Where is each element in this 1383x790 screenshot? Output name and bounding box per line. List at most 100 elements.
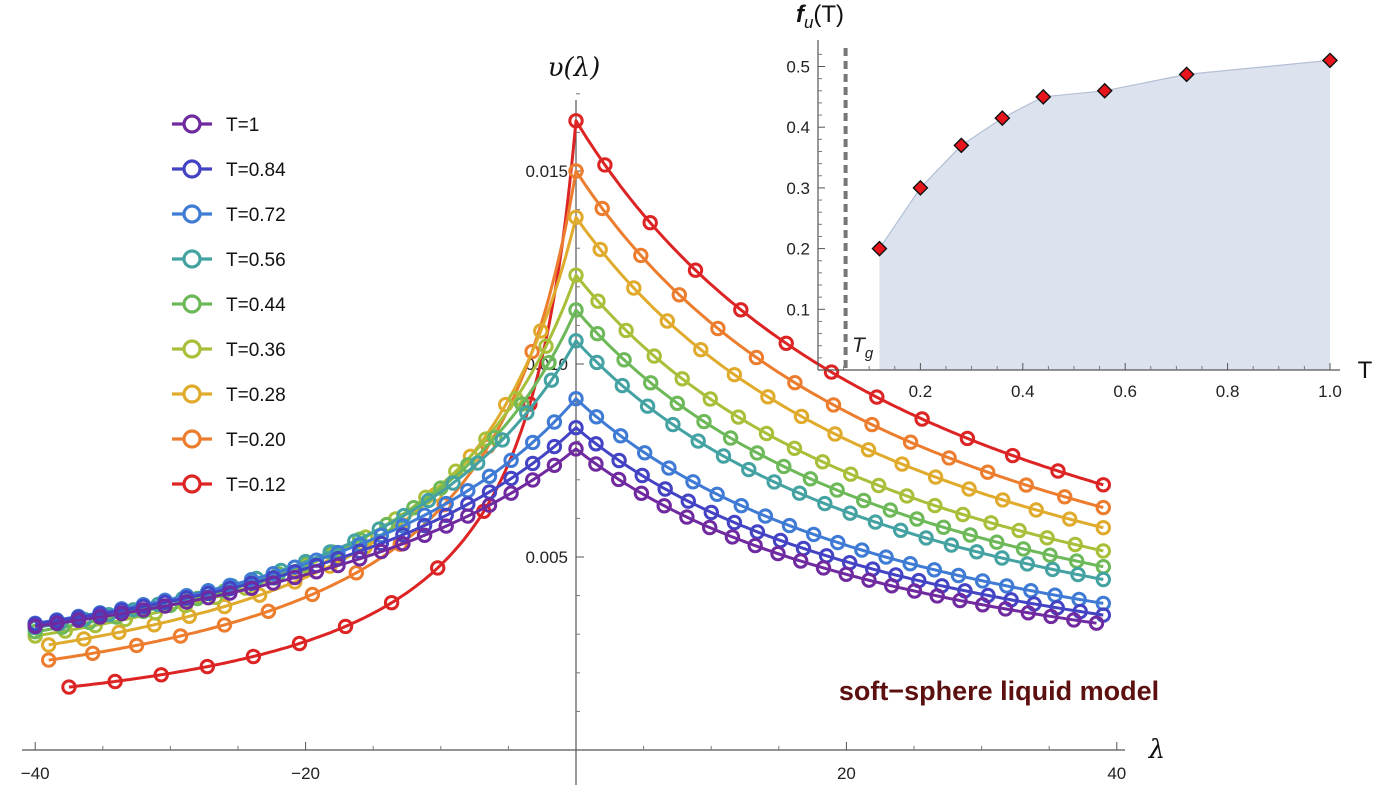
data-point xyxy=(995,492,1011,508)
legend-item: T=0.84 xyxy=(172,159,286,181)
data-point xyxy=(27,618,43,635)
data-point xyxy=(693,342,709,358)
data-point xyxy=(871,477,887,494)
legend-swatch-marker xyxy=(182,114,202,134)
data-point xyxy=(291,635,308,652)
data-point xyxy=(926,562,942,578)
data-point xyxy=(445,475,461,491)
data-point xyxy=(114,605,130,622)
data-point xyxy=(460,508,476,524)
data-point xyxy=(893,522,909,538)
data-point xyxy=(1020,605,1037,621)
data-point xyxy=(983,515,999,531)
inset-area xyxy=(879,60,1330,371)
data-point xyxy=(568,267,584,283)
data-point xyxy=(470,455,486,471)
data-point xyxy=(304,586,321,603)
data-point xyxy=(588,409,605,425)
data-point xyxy=(758,425,775,442)
legend-swatch-marker xyxy=(182,339,202,359)
data-point xyxy=(781,517,798,534)
data-point xyxy=(747,537,763,554)
data-point xyxy=(395,527,411,543)
data-point xyxy=(685,474,701,490)
data-point xyxy=(588,436,604,452)
data-point xyxy=(348,565,364,581)
data-point xyxy=(1050,463,1066,479)
data-point xyxy=(616,352,632,368)
x-tick-label: −40 xyxy=(21,764,50,783)
inset-y-axis-title-sub: u xyxy=(804,13,814,32)
data-point xyxy=(1095,543,1112,559)
data-point xyxy=(337,618,354,635)
data-point xyxy=(943,537,960,553)
data-point xyxy=(41,637,57,653)
data-point xyxy=(216,598,233,615)
data-point xyxy=(802,471,819,487)
data-point xyxy=(980,464,996,480)
inset-area-edge xyxy=(878,59,1331,249)
data-point xyxy=(1067,536,1083,553)
data-point xyxy=(882,502,898,518)
inset-y-tick-label: 0.4 xyxy=(786,118,810,137)
data-point xyxy=(760,389,776,405)
legend-swatch-marker xyxy=(182,249,202,269)
series-T=1 xyxy=(27,441,1105,635)
legend-label: T=0.56 xyxy=(226,250,286,271)
data-point xyxy=(961,481,977,497)
data-point xyxy=(111,624,127,640)
data-point xyxy=(373,527,389,544)
data-point xyxy=(659,313,675,329)
data-point xyxy=(590,293,606,309)
main-x-axis-title: λ xyxy=(1148,735,1165,765)
inset-y-tick-label: 0.3 xyxy=(786,179,810,198)
data-point xyxy=(806,526,822,543)
inset-points xyxy=(871,52,1338,257)
data-point xyxy=(709,486,725,502)
legend-label: T=0.44 xyxy=(226,295,286,316)
inset-area-fill xyxy=(878,59,1331,371)
legend-label: T=0.72 xyxy=(226,205,286,226)
series-line xyxy=(48,169,1104,662)
inset-x-tick-label: 0.4 xyxy=(1011,382,1035,401)
data-point xyxy=(674,371,690,387)
data-point xyxy=(909,511,925,527)
data-point xyxy=(842,505,858,521)
data-point xyxy=(481,497,498,513)
data-point xyxy=(757,508,774,524)
data-point xyxy=(722,430,739,446)
data-point xyxy=(503,470,519,487)
data-point xyxy=(817,495,833,512)
data-point xyxy=(633,247,649,264)
data-point xyxy=(107,673,123,690)
data-point xyxy=(438,518,454,534)
data-point xyxy=(935,519,952,535)
legend-label: T=0.12 xyxy=(226,475,286,496)
data-point xyxy=(680,493,696,509)
data-point xyxy=(791,485,808,501)
data-point xyxy=(856,492,872,509)
inset-data-point xyxy=(1322,52,1338,69)
legend-item: T=1 xyxy=(172,114,259,136)
data-point xyxy=(153,667,169,683)
data-point xyxy=(416,507,433,523)
data-point xyxy=(878,549,894,565)
data-point xyxy=(265,575,281,591)
data-point xyxy=(999,578,1015,594)
data-point xyxy=(665,416,681,433)
data-point xyxy=(525,434,541,451)
data-point xyxy=(243,580,260,596)
data-point xyxy=(854,542,870,558)
tg-label-sub: g xyxy=(865,345,874,362)
data-point xyxy=(1005,447,1021,464)
data-point xyxy=(611,452,627,469)
legend-swatch-marker xyxy=(182,159,202,179)
data-point xyxy=(899,488,915,504)
data-point xyxy=(726,367,743,383)
model-annotation: soft−sphere liquid model xyxy=(839,676,1159,706)
inset-plot: 0.2 0.4 0.6 0.8 1.0 0.1 0.2 0.3 0.4 0.5 fu(T) T T… xyxy=(786,1,1372,401)
data-point xyxy=(352,551,368,567)
data-point xyxy=(748,349,765,366)
legend: T=1 T=0.84 T=0.72 T=0.56 T=0.44 T=0.36 T=0.28 T… xyxy=(172,114,286,496)
data-point xyxy=(172,628,189,644)
